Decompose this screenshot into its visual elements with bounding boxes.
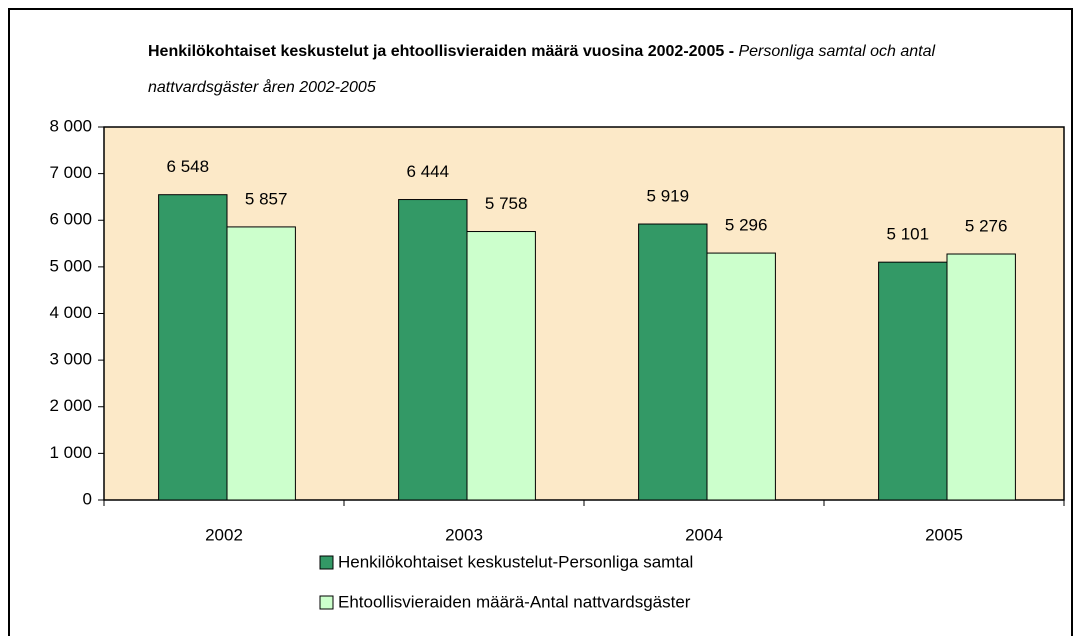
legend-swatch: [319, 595, 334, 610]
y-tick-label: 4 000: [49, 303, 92, 322]
title-italic: Personliga samtal och antal nattvardsgäs…: [148, 43, 936, 96]
x-tick-label: 2002: [205, 525, 243, 544]
value-label: 5 296: [725, 216, 768, 235]
bar: [398, 199, 468, 501]
y-tick-label: 0: [83, 489, 92, 508]
value-label: 6 444: [407, 162, 450, 181]
value-label: 5 919: [647, 187, 690, 206]
legend-label: Ehtoollisvieraiden määrä-Antal nattvards…: [338, 592, 691, 611]
y-tick-label: 8 000: [49, 116, 92, 135]
bar: [946, 253, 1016, 501]
title-bold: Henkilökohtaiset keskustelut ja ehtoolli…: [148, 43, 739, 60]
bar: [158, 194, 228, 501]
x-tick-label: 2003: [445, 525, 483, 544]
value-label: 6 548: [167, 157, 210, 176]
bar: [466, 231, 536, 501]
value-label: 5 758: [485, 194, 528, 213]
legend-swatch: [319, 555, 334, 570]
legend-label: Henkilökohtaiset keskustelut-Personliga …: [338, 552, 693, 571]
y-tick-label: 2 000: [49, 396, 92, 415]
bar: [226, 226, 296, 501]
y-tick-label: 1 000: [49, 443, 92, 462]
value-label: 5 276: [965, 216, 1008, 235]
y-tick-label: 6 000: [49, 210, 92, 229]
y-tick-label: 3 000: [49, 350, 92, 369]
bar: [878, 261, 948, 501]
x-tick-label: 2005: [925, 525, 963, 544]
x-tick-label: 2004: [685, 525, 723, 544]
value-label: 5 101: [887, 225, 930, 244]
y-tick-label: 5 000: [49, 256, 92, 275]
chart-title: Henkilökohtaiset keskustelut ja ehtoolli…: [148, 34, 978, 106]
bar: [706, 252, 776, 501]
y-tick-label: 7 000: [49, 163, 92, 182]
bar: [638, 223, 708, 501]
value-label: 5 857: [245, 189, 288, 208]
